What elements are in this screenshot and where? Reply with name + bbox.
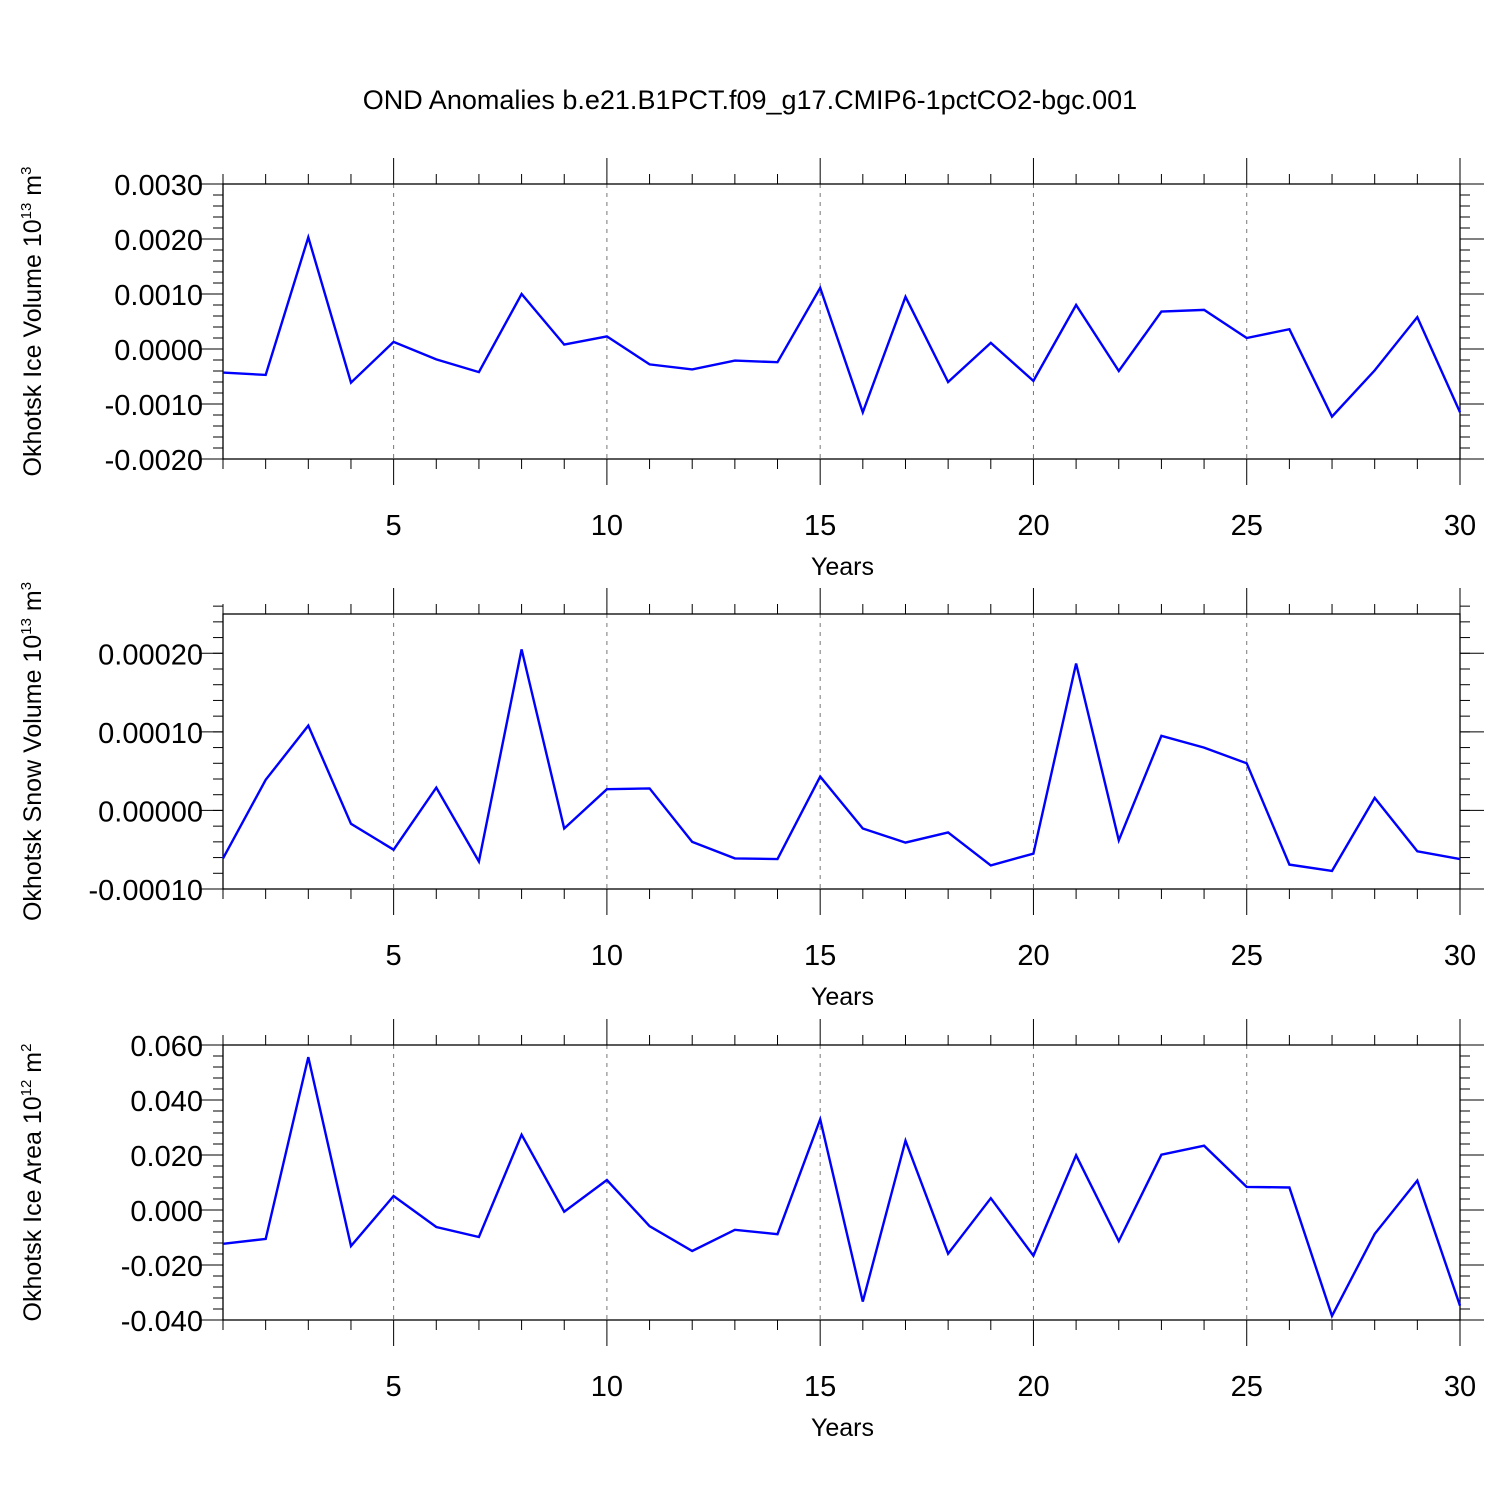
x-tick-label: 10: [591, 1371, 623, 1403]
chart-title: OND Anomalies b.e21.B1PCT.f09_g17.CMIP6-…: [363, 85, 1137, 115]
panel-1: -0.0020 -0.0010 0.0000 0.0010 0.0020 0.0030 5 1…: [18, 158, 1484, 581]
y-tick-label: 0.00020: [98, 639, 203, 671]
x-tick-label: 30: [1444, 1371, 1476, 1403]
y-tick-label: 0.0000: [114, 335, 203, 367]
series-line: [222, 1056, 1462, 1319]
y-tick-label: -0.0020: [105, 445, 203, 477]
x-tick-label: 25: [1231, 940, 1263, 972]
y-axis-label: Okhotsk Ice Volume 1013 m3: [18, 167, 47, 477]
x-tick-label: 15: [804, 940, 836, 972]
x-tick-label: 5: [386, 510, 402, 542]
x-axis-label: Years: [811, 553, 874, 581]
y-tick-label: -0.0010: [105, 390, 203, 422]
x-tick-label: 25: [1231, 1371, 1263, 1403]
x-tick-label: 10: [591, 510, 623, 542]
y-tick-label: 0.0020: [114, 225, 203, 257]
x-tick-label: 15: [804, 510, 836, 542]
y-tick-label: 0.040: [130, 1086, 203, 1118]
y-tick-label: 0.060: [130, 1031, 203, 1063]
panel-3: -0.040 -0.020 0.000 0.020 0.040 0.060 5 10 15 20 2…: [18, 1019, 1484, 1442]
x-tick-label: 15: [804, 1371, 836, 1403]
plot-frame: [222, 1044, 1461, 1321]
x-tick-label: 20: [1017, 510, 1049, 542]
x-tick-label: 30: [1444, 510, 1476, 542]
y-tick-label: 0.000: [130, 1196, 203, 1228]
y-tick-label: 0.00000: [98, 796, 203, 828]
x-tick-label: 5: [386, 1371, 402, 1403]
y-axis-label: Okhotsk Ice Area 1012 m2: [18, 1044, 47, 1322]
y-tick-label: 0.00010: [98, 718, 203, 750]
x-tick-label: 25: [1231, 510, 1263, 542]
y-tick-label: 0.0030: [114, 170, 203, 202]
panel-2: -0.00010 0.00000 0.00010 0.00020 5 10 15 20 25 30…: [18, 582, 1484, 1011]
y-tick-label: -0.020: [121, 1251, 203, 1283]
plot-frame: [222, 613, 1461, 890]
y-tick-label: -0.00010: [89, 875, 204, 907]
x-tick-label: 5: [386, 940, 402, 972]
series-line: [222, 233, 1462, 419]
y-axis-label: Okhotsk Snow Volume 1013 m3: [18, 582, 47, 921]
y-tick-label: 0.0010: [114, 280, 203, 312]
x-axis-label: Years: [811, 983, 874, 1011]
y-tick-label: -0.040: [121, 1306, 203, 1338]
x-axis-label: Years: [811, 1414, 874, 1442]
x-tick-label: 20: [1017, 940, 1049, 972]
x-tick-label: 10: [591, 940, 623, 972]
y-tick-label: 0.020: [130, 1141, 203, 1173]
x-tick-label: 20: [1017, 1371, 1049, 1403]
series-line: [221, 649, 1461, 873]
plot-frame: [222, 183, 1461, 460]
x-tick-label: 30: [1444, 940, 1476, 972]
